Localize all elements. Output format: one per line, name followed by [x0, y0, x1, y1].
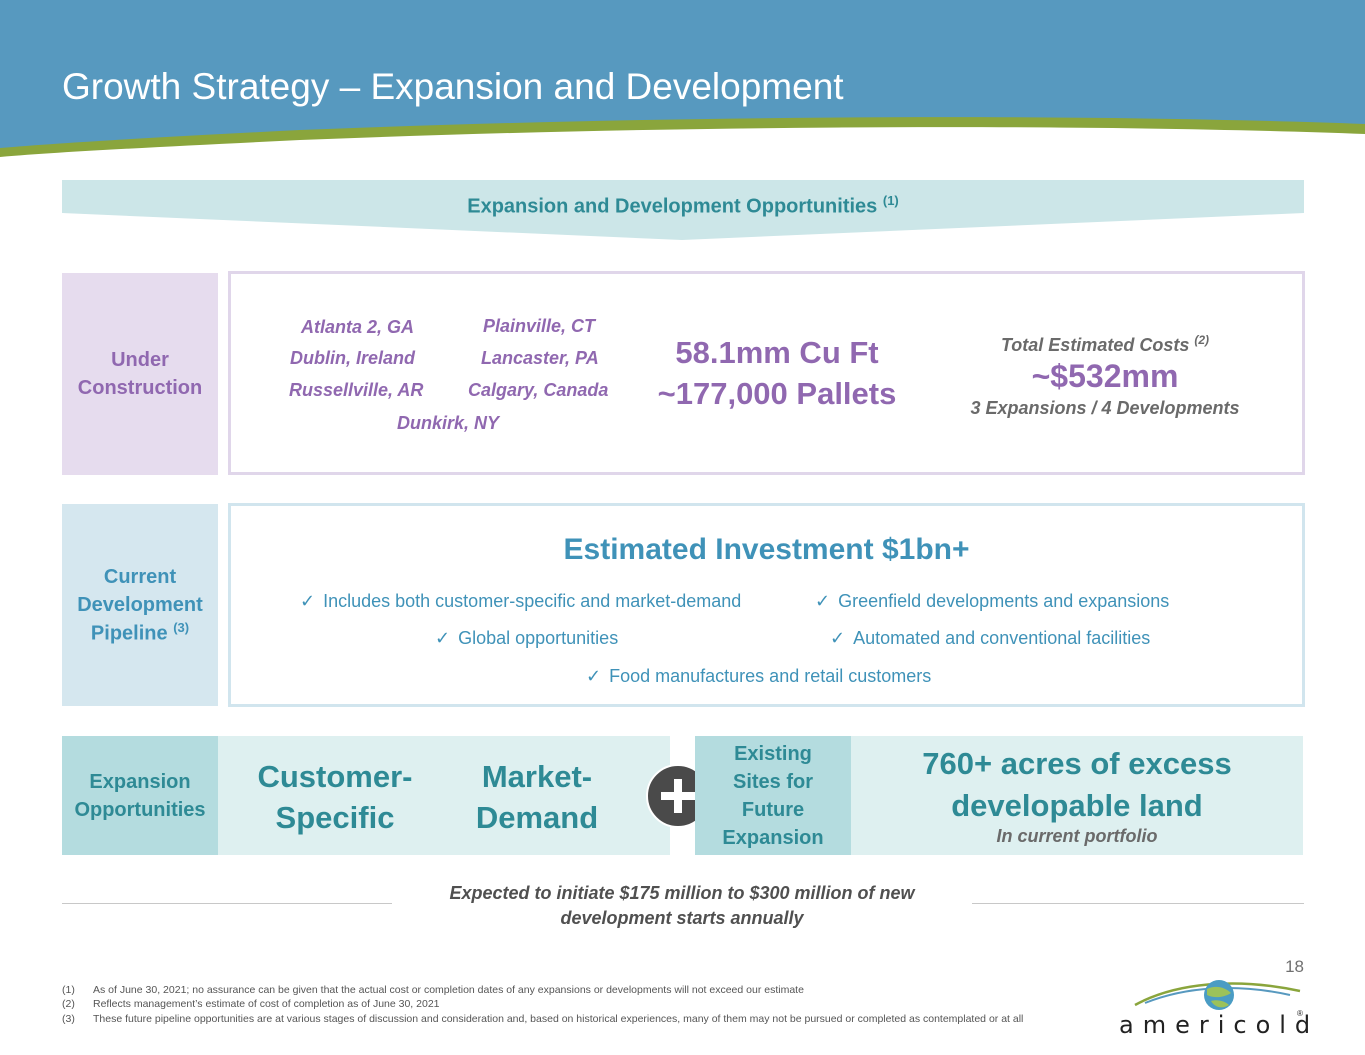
- banner-title-text: Expansion and Development Opportunities: [467, 195, 878, 218]
- excess-acres-text: 760+ acres of excess developable land: [922, 746, 1232, 823]
- pipeline-bullet-text: Food manufactures and retail customers: [609, 666, 932, 686]
- under-construction-box: [228, 271, 1305, 475]
- checkmark-icon: ✓: [300, 591, 316, 611]
- footnote: (2) Reflects management’s estimate of cos…: [62, 998, 440, 1010]
- location-item: Atlanta 2, GA: [301, 317, 415, 337]
- pipeline-bullet-text: Includes both customer-specific and mark…: [323, 591, 742, 611]
- checkmark-icon: ✓: [815, 591, 831, 611]
- pipeline-bullet: ✓ Global opportunities: [435, 628, 618, 649]
- footnote-text: Reflects management’s estimate of cost o…: [93, 998, 440, 1010]
- pipeline-footnote-ref: (3): [173, 619, 190, 635]
- pallets-value: ~177,000 Pallets: [657, 376, 897, 411]
- footnote-number: (2): [62, 998, 75, 1010]
- pipeline-bullet: ✓ Food manufactures and retail customers: [586, 666, 931, 687]
- logo-registered-mark: ®: [1297, 1009, 1303, 1018]
- total-costs-label-text: Total Estimated Costs: [1000, 335, 1190, 355]
- header-band: Growth Strategy – Expansion and Developm…: [0, 0, 1365, 170]
- pipeline-bullet: ✓ Greenfield developments and expansions: [815, 591, 1169, 612]
- pipeline-bullet-text: Greenfield developments and expansions: [838, 591, 1170, 611]
- banner-chevron: [62, 180, 1304, 240]
- footnote-text: These future pipeline opportunities are …: [93, 1013, 1024, 1025]
- globe-icon: [1134, 980, 1301, 1010]
- pipeline-bullet: ✓ Automated and conventional facilities: [830, 628, 1150, 649]
- pipeline-bullet: ✓ Includes both customer-specific and mar…: [300, 591, 741, 612]
- capacity-value: 58.1mm Cu Ft: [675, 335, 879, 370]
- footnote: (3) These future pipeline opportunities a…: [62, 1013, 1023, 1025]
- checkmark-icon: ✓: [435, 628, 451, 648]
- pipeline-box: [228, 503, 1305, 707]
- current-portfolio-text: In current portfolio: [996, 826, 1158, 846]
- under-construction-label: Under Construction: [62, 273, 218, 475]
- footnote-text: As of June 30, 2021; no assurance can be…: [93, 984, 804, 996]
- logo-wordmark: americold: [1119, 1011, 1320, 1039]
- location-item: Calgary, Canada: [468, 380, 609, 400]
- customer-specific-text: Customer-Specific: [257, 759, 413, 835]
- pipeline-label: Current Development Pipeline (3): [62, 504, 218, 706]
- checkmark-icon: ✓: [586, 666, 602, 686]
- expansion-opportunities-label-text: Expansion Opportunities: [74, 770, 206, 821]
- header-wave: [0, 0, 1365, 157]
- divider-right: [972, 903, 1304, 904]
- location-item: Russellville, AR: [289, 380, 424, 400]
- expected-starts-text: Expected to initiate $175 million to $30…: [449, 883, 915, 928]
- excess-land-box: [851, 736, 1303, 855]
- footnote-number: (3): [62, 1013, 75, 1025]
- existing-sites-label-text: Existing Sites for Future Expansion: [722, 742, 824, 849]
- existing-sites-label: Existing Sites for Future Expansion: [695, 736, 851, 855]
- location-item: Dublin, Ireland: [290, 348, 416, 368]
- checkmark-icon: ✓: [830, 628, 846, 648]
- footnote: (1) As of June 30, 2021; no assurance can…: [62, 984, 804, 996]
- pipeline-investment-title: Estimated Investment $1bn+: [563, 533, 970, 566]
- location-item: Dunkirk, NY: [397, 413, 500, 433]
- page-number: 18: [1285, 957, 1304, 976]
- expansions-developments-count: 3 Expansions / 4 Developments: [970, 398, 1240, 418]
- banner-footnote-ref: (1): [882, 193, 899, 208]
- pipeline-bullet-text: Automated and conventional facilities: [853, 628, 1151, 648]
- footnote-number: (1): [62, 984, 75, 996]
- pipeline-bullet-text: Global opportunities: [458, 628, 619, 648]
- divider-left: [62, 903, 392, 904]
- total-costs-label: Total Estimated Costs (2): [940, 333, 1270, 356]
- pipeline-label-text: Current Development Pipeline: [77, 565, 203, 645]
- page-title: Growth Strategy – Expansion and Developm…: [62, 66, 844, 107]
- americold-logo: [1115, 975, 1310, 1040]
- location-item: Plainville, CT: [483, 316, 596, 336]
- expansion-types-box: [218, 736, 670, 855]
- banner-title: Expansion and Development Opportunities …: [62, 193, 1304, 219]
- pipeline-label-wrap: Current Development Pipeline (3): [70, 563, 210, 648]
- opportunities-banner: Expansion and Development Opportunities …: [62, 180, 1304, 240]
- location-item: Lancaster, PA: [481, 348, 599, 368]
- market-demand-text: Market-Demand: [475, 759, 599, 835]
- total-costs-value: ~$532mm: [1031, 358, 1179, 394]
- costs-footnote-ref: (2): [1194, 333, 1210, 347]
- under-construction-label-text: Under Construction: [77, 349, 203, 399]
- expansion-opportunities-label: Expansion Opportunities: [62, 736, 218, 855]
